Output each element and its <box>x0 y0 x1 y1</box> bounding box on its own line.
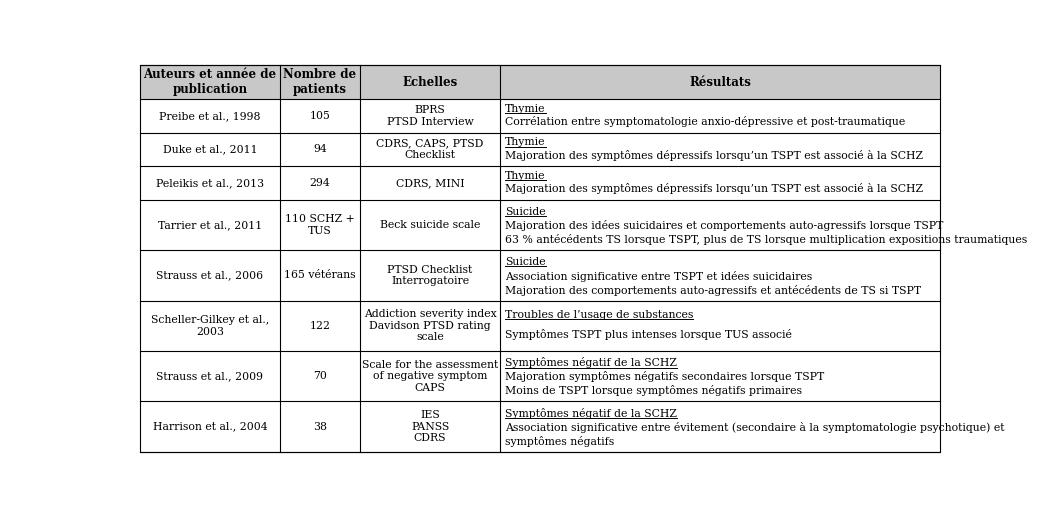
Text: Auteurs et année de
publication: Auteurs et année de publication <box>143 68 276 96</box>
Text: Majoration des comportements auto-agressifs et antécédents de TS si TSPT: Majoration des comportements auto-agress… <box>505 285 921 296</box>
Text: 122: 122 <box>310 321 331 331</box>
Text: Majoration des symptômes dépressifs lorsqu’un TSPT est associé à la SCHZ: Majoration des symptômes dépressifs lors… <box>505 183 923 195</box>
Text: Peleikis et al., 2013: Peleikis et al., 2013 <box>156 178 264 188</box>
Text: Troubles de l’usage de substances: Troubles de l’usage de substances <box>505 310 694 321</box>
Text: Majoration symptômes négatifs secondaires lorsque TSPT: Majoration symptômes négatifs secondaire… <box>505 372 824 382</box>
Text: Beck suicide scale: Beck suicide scale <box>379 220 481 230</box>
Text: Thymie: Thymie <box>505 171 546 181</box>
Text: Harrison et al., 2004: Harrison et al., 2004 <box>153 421 268 432</box>
Text: Suicide: Suicide <box>505 207 546 217</box>
Text: 165 vétérans: 165 vétérans <box>285 270 356 281</box>
Text: Scale for the assessment
of negative symptom
CAPS: Scale for the assessment of negative sym… <box>362 359 499 393</box>
Text: Symptômes négatif de la SCHZ: Symptômes négatif de la SCHZ <box>505 408 677 419</box>
Text: 105: 105 <box>310 111 331 121</box>
Text: CDRS, MINI: CDRS, MINI <box>396 178 465 188</box>
Text: 94: 94 <box>313 144 327 155</box>
Text: Strauss et al., 2009: Strauss et al., 2009 <box>156 371 264 381</box>
Text: Association significative entre TSPT et idées suicidaires: Association significative entre TSPT et … <box>505 271 813 282</box>
Text: BPRS
PTSD Interview: BPRS PTSD Interview <box>387 105 473 126</box>
Text: 63 % antécédents TS lorsque TSPT, plus de TS lorsque multiplication expositions : 63 % antécédents TS lorsque TSPT, plus d… <box>505 234 1028 245</box>
Text: Résultats: Résultats <box>689 76 752 89</box>
Text: Symptômes négatif de la SCHZ: Symptômes négatif de la SCHZ <box>505 357 677 369</box>
Text: symptômes négatifs: symptômes négatifs <box>505 436 614 447</box>
Text: Thymie: Thymie <box>505 137 546 147</box>
Text: PTSD Checklist
Interrogatoire: PTSD Checklist Interrogatoire <box>388 265 473 286</box>
Text: 70: 70 <box>313 371 327 381</box>
Text: Echelles: Echelles <box>403 76 457 89</box>
Text: Tarrier et al., 2011: Tarrier et al., 2011 <box>158 220 262 230</box>
Text: 110 SCHZ +
TUS: 110 SCHZ + TUS <box>286 214 355 236</box>
Text: Nombre de
patients: Nombre de patients <box>284 68 356 96</box>
Text: Thymie: Thymie <box>505 104 546 114</box>
Text: IES
PANSS
CDRS: IES PANSS CDRS <box>411 410 449 443</box>
Text: Majoration des idées suicidaires et comportements auto-agressifs lorsque TSPT: Majoration des idées suicidaires et comp… <box>505 220 943 231</box>
Text: Addiction severity index
Davidson PTSD rating
scale: Addiction severity index Davidson PTSD r… <box>364 309 496 343</box>
Text: Preibe et al., 1998: Preibe et al., 1998 <box>159 111 260 121</box>
Text: Strauss et al., 2006: Strauss et al., 2006 <box>156 270 264 281</box>
Text: Majoration des symptômes dépressifs lorsqu’un TSPT est associé à la SCHZ: Majoration des symptômes dépressifs lors… <box>505 150 923 161</box>
Text: CDRS, CAPS, PTSD
Checklist: CDRS, CAPS, PTSD Checklist <box>376 139 484 160</box>
Text: Moins de TSPT lorsque symptômes négatifs primaires: Moins de TSPT lorsque symptômes négatifs… <box>505 386 802 396</box>
Text: 294: 294 <box>310 178 330 188</box>
Text: Scheller-Gilkey et al.,
2003: Scheller-Gilkey et al., 2003 <box>151 315 269 336</box>
Text: Symptômes TSPT plus intenses lorsque TUS associé: Symptômes TSPT plus intenses lorsque TUS… <box>505 329 792 340</box>
Text: Association significative entre évitement (secondaire à la symptomatologie psych: Association significative entre évitemen… <box>505 422 1004 433</box>
Bar <box>140 66 940 99</box>
Text: Corrélation entre symptomatologie anxio-dépressive et post-traumatique: Corrélation entre symptomatologie anxio-… <box>505 116 905 127</box>
Text: Suicide: Suicide <box>505 257 546 267</box>
Text: Duke et al., 2011: Duke et al., 2011 <box>162 144 257 155</box>
Text: 38: 38 <box>313 421 327 432</box>
